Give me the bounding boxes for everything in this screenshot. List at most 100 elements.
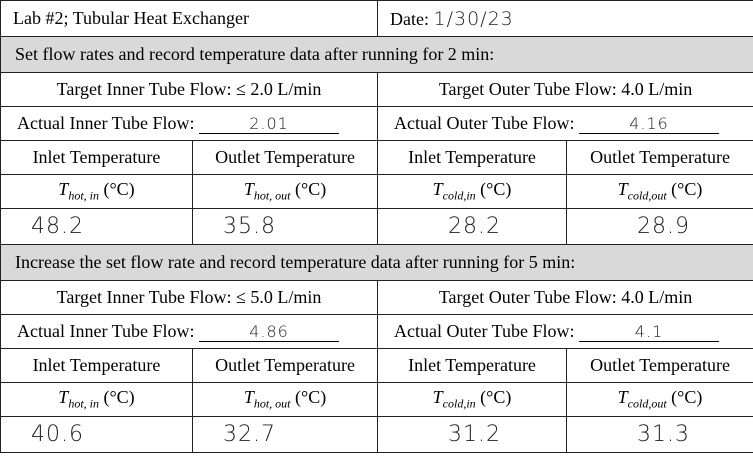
date: 1/30/23	[433, 7, 514, 30]
subscript: cold,out	[627, 396, 667, 411]
reading-cell: 31.2	[377, 416, 568, 453]
symbol-cell: Thot, in (°C)	[0, 174, 193, 209]
actual-cell: Actual Inner Tube Flow: 2.01	[0, 106, 379, 141]
symbol-cell: Thot, in (°C)	[0, 382, 193, 417]
reading: 28.9	[637, 214, 690, 239]
symbol-cell: Tcold,in (°C)	[377, 382, 568, 417]
column-heading-cell: Inlet Temperature	[0, 348, 193, 383]
column-heading-cell: Inlet Temperature	[377, 348, 568, 383]
header-row: Lab #2; Tubular Heat Exchanger Date: 1/3…	[0, 0, 753, 37]
outer-actual-label: Actual Outer Tube Flow:	[394, 113, 575, 133]
symbol: T	[617, 179, 628, 200]
column-heading-cell: Outlet Temperature	[191, 348, 379, 383]
reading: 40.6	[31, 422, 84, 447]
unit: (°C)	[103, 179, 135, 200]
outer-actual: 4.1	[579, 322, 720, 342]
target-cell: Target Inner Tube Flow: ≤ 2.0 L/min	[0, 72, 379, 107]
actual-row: Actual Inner Tube Flow: 4.86 Actual Outer…	[0, 314, 753, 349]
instruction-row: Set flow rates and record temperature da…	[0, 36, 753, 73]
unit: (°C)	[295, 179, 327, 200]
column-heading: Inlet Temperature	[32, 147, 161, 167]
symbol: T	[617, 387, 628, 408]
symbol: T	[58, 387, 69, 408]
reading-cell: 40.6	[0, 416, 193, 453]
symbol-cell: Tcold,out (°C)	[566, 382, 753, 417]
unit: (°C)	[480, 387, 512, 408]
heading-row: Inlet Temperature Outlet Temperature Inlet…	[0, 140, 753, 175]
inner-target: Target Inner Tube Flow: ≤ 5.0 L/min	[56, 287, 322, 307]
reading-cell: 32.7	[191, 416, 379, 453]
date-label: Date:	[390, 8, 429, 29]
symbol-row: Thot, in (°C) Thot, out (°C) Tcold,in (°C)…	[0, 382, 753, 417]
target-cell: Target Outer Tube Flow: 4.0 L/min	[377, 280, 753, 315]
date-cell: Date: 1/30/23	[377, 0, 753, 37]
instruction: Set flow rates and record temperature da…	[15, 44, 495, 64]
actual-cell: Actual Outer Tube Flow: 4.1	[377, 314, 753, 349]
reading: 48.2	[31, 214, 84, 239]
instruction: Increase the set flow rate and record te…	[15, 252, 576, 272]
reading: 28.2	[448, 214, 501, 239]
column-heading: Inlet Temperature	[32, 355, 161, 375]
column-heading-cell: Inlet Temperature	[377, 140, 568, 175]
readings-row: 48.2 35.8 28.2 28.9	[0, 208, 753, 245]
symbol-cell: Tcold,out (°C)	[566, 174, 753, 209]
instruction-row: Increase the set flow rate and record te…	[0, 244, 753, 281]
symbol: T	[432, 179, 443, 200]
title-cell: Lab #2; Tubular Heat Exchanger	[0, 0, 379, 37]
reading: 35.8	[223, 214, 276, 239]
symbol: T	[243, 179, 254, 200]
subscript: hot, in	[68, 396, 99, 411]
symbol-cell: Thot, out (°C)	[191, 382, 379, 417]
symbol: T	[243, 387, 254, 408]
target-row: Target Inner Tube Flow: ≤ 5.0 L/min Targe…	[0, 280, 753, 315]
outer-target: Target Outer Tube Flow: 4.0 L/min	[438, 287, 693, 307]
heading-row: Inlet Temperature Outlet Temperature Inlet…	[0, 348, 753, 383]
inner-target: Target Inner Tube Flow: ≤ 2.0 L/min	[56, 79, 322, 99]
column-heading: Outlet Temperature	[590, 355, 730, 375]
column-heading-cell: Outlet Temperature	[191, 140, 379, 175]
instruction-cell: Increase the set flow rate and record te…	[0, 244, 753, 281]
unit: (°C)	[671, 179, 703, 200]
column-heading: Inlet Temperature	[408, 355, 536, 375]
reading: 31.3	[637, 422, 690, 447]
reading: 32.7	[223, 422, 276, 447]
column-heading-cell: Outlet Temperature	[566, 348, 753, 383]
reading-cell: 48.2	[0, 208, 193, 245]
actual-cell: Actual Inner Tube Flow: 4.86	[0, 314, 379, 349]
form-table: Lab #2; Tubular Heat Exchanger Date: 1/3…	[0, 0, 753, 453]
reading-cell: 31.3	[566, 416, 753, 453]
title: Lab #2; Tubular Heat Exchanger	[13, 8, 249, 28]
symbol-cell: Tcold,in (°C)	[377, 174, 568, 209]
column-heading-cell: Inlet Temperature	[0, 140, 193, 175]
outer-actual-label: Actual Outer Tube Flow:	[394, 321, 575, 341]
target-row: Target Inner Tube Flow: ≤ 2.0 L/min Targe…	[0, 72, 753, 107]
instruction-cell: Set flow rates and record temperature da…	[0, 36, 753, 73]
column-heading: Inlet Temperature	[408, 147, 536, 167]
actual-row: Actual Inner Tube Flow: 2.01 Actual Outer…	[0, 106, 753, 141]
unit: (°C)	[480, 179, 512, 200]
unit: (°C)	[103, 387, 135, 408]
reading-cell: 28.2	[377, 208, 568, 245]
target-cell: Target Outer Tube Flow: 4.0 L/min	[377, 72, 753, 107]
reading-cell: 28.9	[566, 208, 753, 245]
unit: (°C)	[671, 387, 703, 408]
column-heading: Outlet Temperature	[215, 355, 355, 375]
symbol-row: Thot, in (°C) Thot, out (°C) Tcold,in (°C)…	[0, 174, 753, 209]
outer-actual: 4.16	[579, 114, 720, 134]
inner-actual-label: Actual Inner Tube Flow:	[17, 321, 195, 341]
symbol: T	[58, 179, 69, 200]
column-heading: Outlet Temperature	[590, 147, 730, 167]
inner-actual: 2.01	[199, 114, 339, 134]
subscript: cold,in	[442, 188, 476, 203]
subscript: cold,in	[442, 396, 476, 411]
actual-cell: Actual Outer Tube Flow: 4.16	[377, 106, 753, 141]
readings-row: 40.6 32.7 31.2 31.3	[0, 416, 753, 453]
reading-cell: 35.8	[191, 208, 379, 245]
symbol: T	[432, 387, 443, 408]
unit: (°C)	[295, 387, 327, 408]
inner-actual-label: Actual Inner Tube Flow:	[17, 113, 195, 133]
column-heading-cell: Outlet Temperature	[566, 140, 753, 175]
subscript: cold,out	[627, 188, 667, 203]
